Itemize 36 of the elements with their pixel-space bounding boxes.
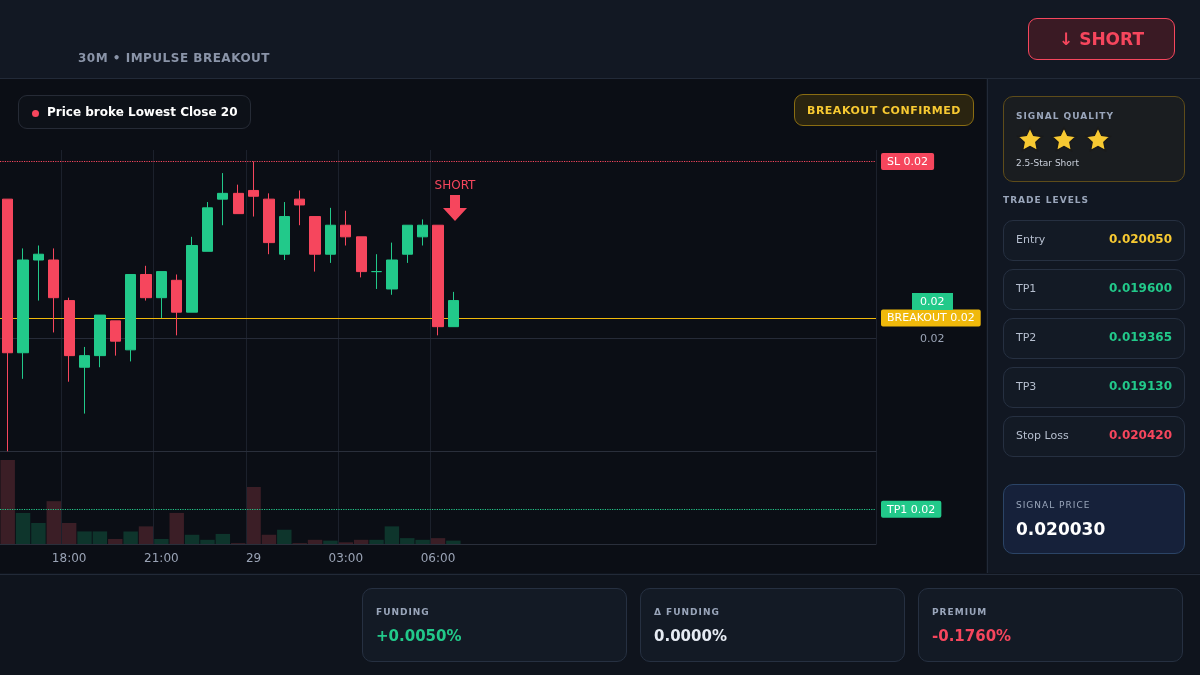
text: TP1: [1016, 282, 1037, 295]
text: 0.020420: [1108, 428, 1172, 442]
text: 0.019365: [1108, 330, 1172, 344]
text: 0.020050: [1108, 232, 1172, 246]
text: SIGNAL QUALITY: [1016, 111, 1114, 121]
ref-line-label: TP1 0.02: [886, 502, 936, 516]
text: 0.019130: [1108, 379, 1172, 393]
x-tick-label: 06:00: [420, 551, 456, 565]
x-tick-label: 18:00: [51, 551, 87, 565]
text: FUNDING: [376, 607, 430, 617]
text: Entry: [1016, 233, 1046, 246]
text: ↓ SHORT: [1028, 18, 1175, 60]
text: Price broke Lowest Close 20: [18, 95, 252, 129]
text: TP2: [1016, 331, 1037, 344]
text: Stop Loss: [1016, 429, 1069, 442]
text: 0.0000%: [654, 627, 727, 645]
x-tick-label: 03:00: [328, 551, 364, 565]
text: SIGNAL PRICE: [1016, 500, 1091, 510]
text: TP3: [1016, 380, 1037, 393]
text: 0.019600: [1108, 281, 1172, 295]
text: 0.02: [920, 332, 945, 345]
text: 0.02: [912, 293, 953, 310]
text: 0.020030: [1016, 519, 1106, 539]
x-tick-label: 21:00: [144, 551, 179, 565]
text: Δ FUNDING: [654, 607, 720, 617]
annotation: SHORT: [433, 178, 477, 192]
x-tick-label: 29: [245, 551, 262, 565]
ref-line-label: BREAKOUT 0.02: [887, 311, 975, 325]
chart-subtitle: 30M • IMPULSE BREAKOUT: [78, 51, 271, 65]
text: TRADE LEVELS: [1003, 195, 1089, 205]
text: -0.1760%: [932, 627, 1012, 645]
text: +0.0050%: [376, 627, 462, 645]
text: 2.5-Star Short: [1016, 158, 1080, 168]
ref-line-label: SL 0.02: [887, 154, 929, 168]
text: PREMIUM: [932, 607, 988, 617]
text: BREAKOUT CONFIRMED: [794, 94, 974, 126]
